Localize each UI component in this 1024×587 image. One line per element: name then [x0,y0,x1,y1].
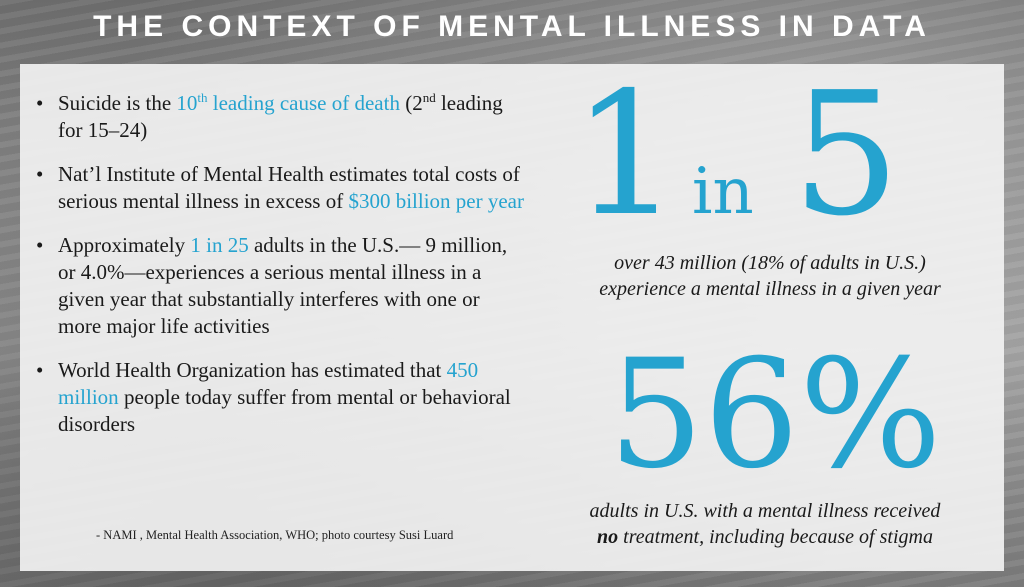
stat-one-in-five-denominator: 5 [792,56,901,254]
stat-one-in-five: 1 in 5 [572,70,912,240]
stat-untreated-percent: 56% [608,328,942,502]
fact-costs-highlight: $300 billion per year [348,189,524,213]
stat-one-in-five-numerator: 1 [572,56,681,254]
page-title: THE CONTEXT OF MENTAL ILLNESS IN DATA [93,10,931,43]
stat-untreated-description: adults in U.S. with a mental illness rec… [589,500,941,548]
stat-one-in-five-in: in [692,155,754,229]
fact-suicide-highlight: 10th leading cause of death [176,90,400,115]
fact-who-highlight: 450 million [58,358,479,409]
fact-list: Suicide is the 10th leading cause of dea… [36,90,526,455]
fact-serious-illness-highlight: 1 in 25 [190,233,249,257]
fact-who: World Health Organization has estimated … [36,357,526,438]
fact-suicide: Suicide is the 10th leading cause of dea… [36,90,526,144]
stat-one-in-five-description: over 43 million (18% of adults in U.S.) … [599,252,941,300]
fact-serious-illness: Approximately 1 in 25 adults in the U.S.… [36,232,526,340]
source-credit: - NAMI , Mental Health Association, WHO;… [96,528,454,542]
fact-costs: Nat’l Institute of Mental Health estimat… [36,161,526,215]
